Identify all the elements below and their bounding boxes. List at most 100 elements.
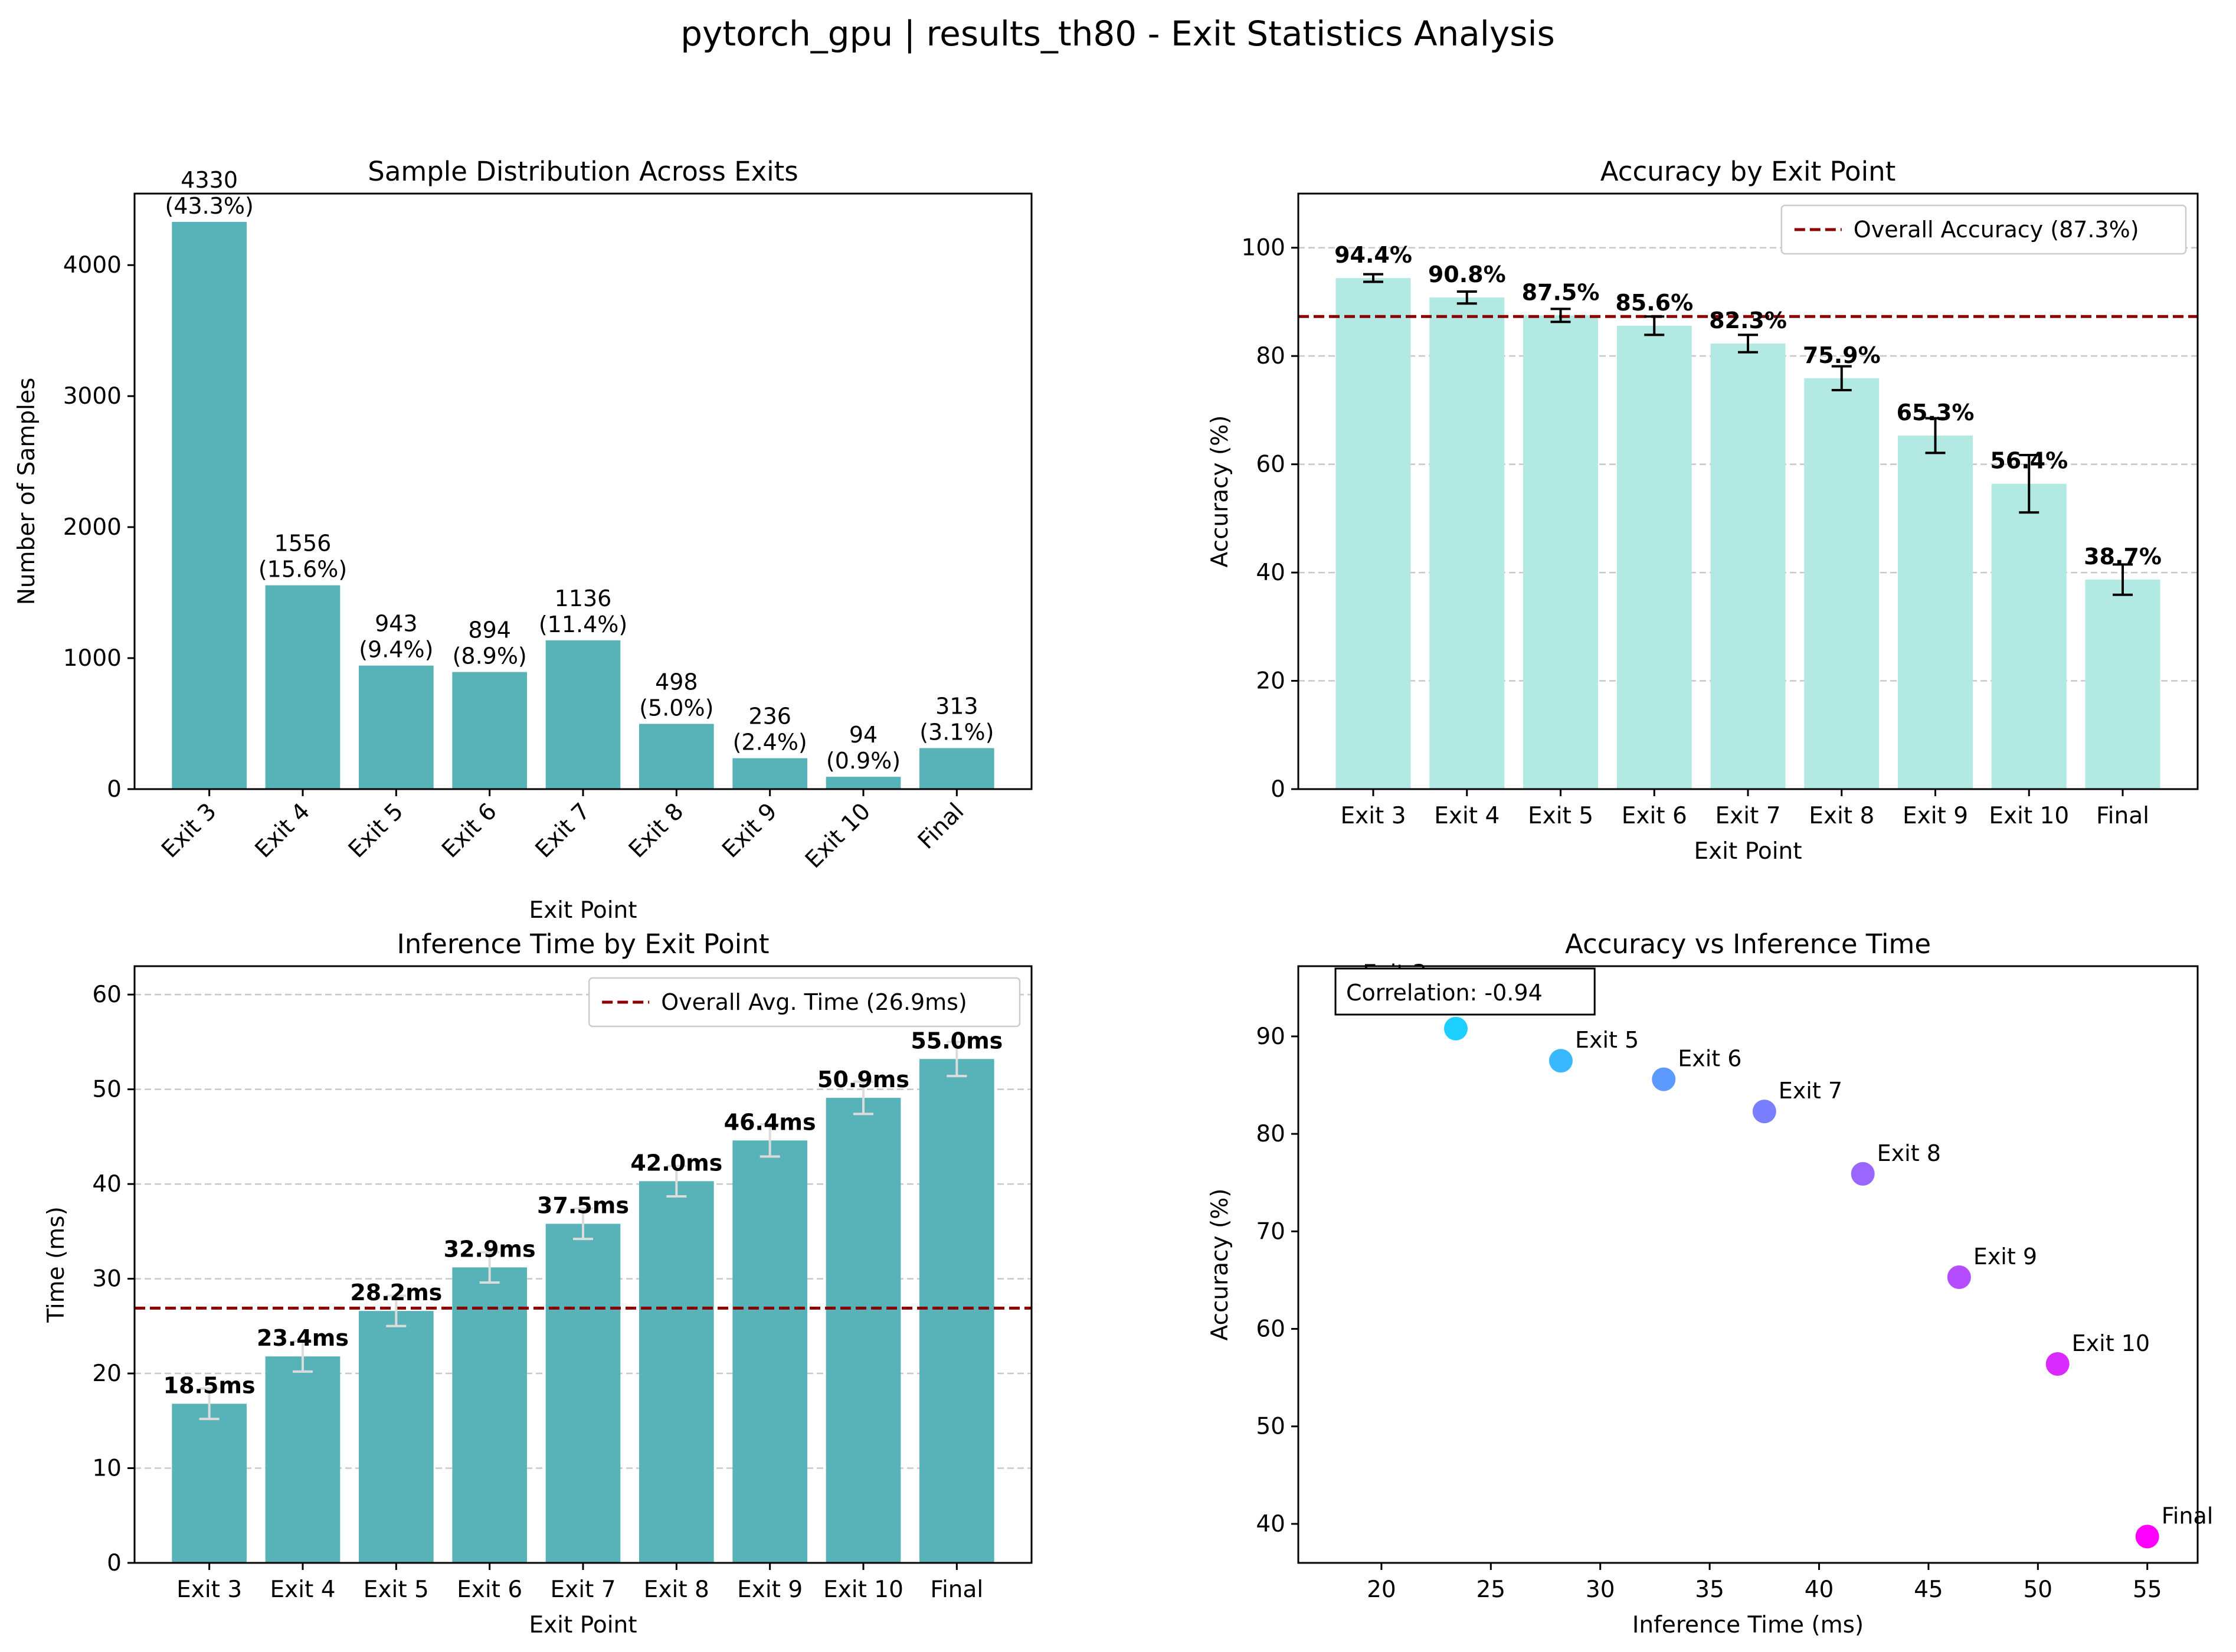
point-final [2135, 1525, 2159, 1549]
axes-frame [133, 965, 1033, 1564]
x-tick-label: Exit 4 [1434, 803, 1500, 829]
bar-value-label: 18.5ms [163, 1372, 256, 1398]
bar-value-label: 65.3% [1897, 400, 1975, 426]
x-tick-label: Exit 9 [737, 1576, 803, 1603]
x-tick-label: Final [2096, 803, 2149, 829]
x-tick-label: Exit 4 [250, 798, 315, 863]
bar-exit-5 [359, 665, 434, 789]
x-tick-label: Exit 8 [1809, 803, 1874, 829]
bar-exit-5 [1523, 315, 1598, 789]
point-exit-8 [1851, 1162, 1875, 1186]
point-label: Exit 9 [1973, 1244, 2037, 1270]
bar-value-label: 943 [375, 611, 418, 637]
panel-title: Sample Distribution Across Exits [368, 156, 798, 187]
bar-exit-7 [1710, 344, 1786, 789]
bar-value-label: 38.7% [2084, 544, 2162, 570]
x-axis-label: Exit Point [529, 1612, 637, 1638]
x-tick-label: Exit 7 [550, 1576, 616, 1603]
x-axis-label: Exit Point [1694, 838, 1802, 865]
bar-value-label: 4330 [181, 167, 238, 193]
bar-exit-10 [826, 777, 901, 789]
bar-exit-10 [826, 1098, 901, 1563]
point-exit-9 [1947, 1265, 1971, 1289]
bar-value-label: 82.3% [1709, 307, 1787, 333]
legend-box [588, 977, 1021, 1028]
bar-value-label: 498 [655, 669, 698, 695]
point-exit-7 [1752, 1100, 1776, 1124]
bar-percent-label: (2.4%) [733, 730, 807, 755]
axes-frame [1297, 192, 2199, 790]
bar-value-label: 37.5ms [537, 1192, 629, 1218]
x-tick-label: 35 [1695, 1576, 1724, 1603]
x-tick-label: Exit 6 [457, 1576, 522, 1603]
x-tick-label: 25 [1476, 1576, 1505, 1603]
bar-value-label: 56.4% [1990, 448, 2068, 474]
point-label: Exit 10 [2072, 1330, 2150, 1356]
y-tick-label: 40 [1256, 1511, 1285, 1537]
y-tick-label: 90 [1256, 1023, 1285, 1050]
bar-value-label: 87.5% [1522, 279, 1600, 305]
point-exit-10 [2045, 1352, 2070, 1376]
y-tick-label: 50 [1256, 1414, 1285, 1440]
bar-exit-4 [1429, 297, 1505, 790]
x-tick-label: Exit 5 [343, 798, 408, 863]
legend-box [1780, 204, 2187, 255]
bar-value-label: 28.2ms [350, 1280, 442, 1306]
bar-exit-9 [732, 1140, 807, 1563]
bar-value-label: 85.6% [1615, 290, 1693, 316]
x-tick-label: Final [913, 798, 969, 854]
bar-value-label: 1136 [555, 585, 612, 611]
y-tick-label: 100 [1242, 235, 1285, 261]
y-tick-label: 80 [1256, 1121, 1285, 1147]
x-tick-label: 50 [2023, 1576, 2052, 1603]
x-tick-label: Exit 5 [364, 1576, 429, 1603]
point-label: Exit 7 [1779, 1078, 1842, 1104]
correlation-annotation: Correlation: -0.94 [1346, 980, 1543, 1006]
x-tick-label: Exit 8 [644, 1576, 709, 1603]
bar-exit-7 [545, 1224, 621, 1563]
figure-title: pytorch_gpu | results_th80 - Exit Statis… [680, 14, 1555, 54]
x-tick-label: Exit 3 [156, 798, 221, 863]
y-tick-label: 30 [92, 1266, 122, 1293]
y-tick-label: 10 [92, 1455, 122, 1482]
x-tick-label: Exit 10 [823, 1576, 903, 1603]
bar-value-label: 894 [468, 617, 511, 643]
bar-final [919, 748, 994, 789]
x-tick-label: Final [930, 1576, 983, 1603]
axes-frame [1297, 965, 2199, 1564]
y-tick-label: 4000 [63, 252, 122, 279]
bar-percent-label: (5.0%) [639, 695, 713, 721]
bar-value-label: 313 [935, 693, 978, 719]
bar-value-label: 90.8% [1428, 261, 1506, 287]
y-tick-label: 50 [92, 1077, 122, 1103]
y-tick-label: 3000 [63, 383, 122, 410]
bar-value-label: 94.4% [1334, 242, 1412, 268]
bar-percent-label: (15.6%) [258, 557, 347, 583]
point-exit-5 [1548, 1049, 1573, 1073]
panel-title: Accuracy vs Inference Time [1565, 928, 1931, 960]
y-tick-label: 0 [107, 776, 122, 803]
y-tick-label: 0 [107, 1550, 122, 1576]
bar-percent-label: (9.4%) [359, 637, 433, 663]
x-tick-label: 30 [1586, 1576, 1615, 1603]
x-tick-label: Exit 9 [1903, 803, 1968, 829]
bar-final [919, 1059, 994, 1563]
y-tick-label: 40 [1256, 560, 1285, 586]
x-tick-label: Exit 10 [800, 798, 876, 874]
bar-percent-label: (8.9%) [453, 643, 527, 669]
bar-exit-8 [639, 724, 714, 789]
bar-final [2085, 580, 2160, 789]
bar-value-label: 32.9ms [444, 1236, 536, 1262]
bar-value-label: 1556 [274, 531, 332, 557]
bar-exit-6 [1616, 325, 1692, 789]
bar-value-label: 236 [748, 704, 791, 730]
bar-exit-8 [639, 1181, 714, 1563]
point-label: Exit 8 [1877, 1140, 1941, 1166]
bar-value-label: 75.9% [1803, 342, 1881, 368]
x-tick-label: 45 [1914, 1576, 1943, 1603]
x-tick-label: Exit 3 [176, 1576, 242, 1603]
x-tick-label: Exit 7 [1715, 803, 1780, 829]
x-tick-label: Exit 9 [717, 798, 782, 863]
bar-percent-label: (43.3%) [165, 193, 253, 219]
